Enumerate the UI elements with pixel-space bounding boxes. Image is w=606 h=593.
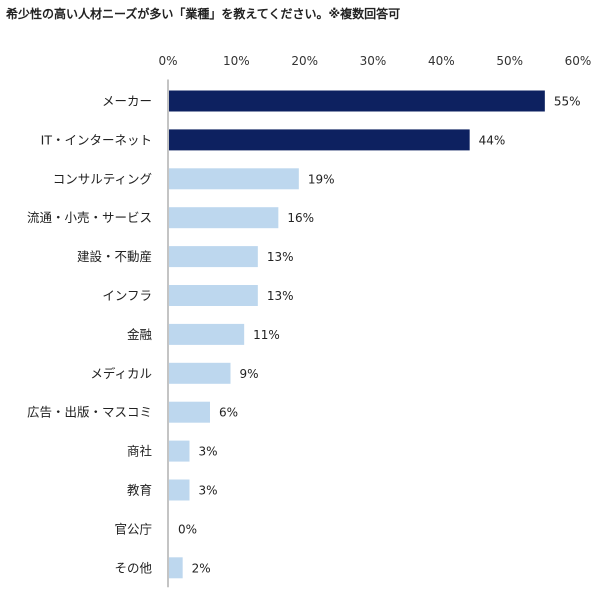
data-label: 19%	[308, 172, 335, 186]
data-label: 13%	[267, 289, 294, 303]
bar	[169, 168, 299, 190]
x-tick-label: 10%	[223, 54, 250, 68]
category-label: 商社	[127, 444, 152, 459]
data-label: 0%	[178, 522, 197, 536]
data-label: 3%	[199, 445, 218, 459]
bar	[169, 323, 245, 345]
x-tick-label: 0%	[158, 54, 177, 68]
x-axis-ticks: 0% 10% 20% 30% 40% 50% 60%	[158, 54, 591, 68]
category-label: メディカル	[90, 366, 152, 381]
data-label: 55%	[554, 95, 581, 109]
bar	[169, 401, 210, 423]
chart-title: 希少性の高い人材ニーズが多い「業種」を教えてください。※複数回答可	[6, 7, 401, 21]
bar	[169, 362, 231, 384]
x-tick-label: 30%	[360, 54, 387, 68]
category-label: インフラ	[102, 288, 152, 303]
category-label: 金融	[127, 327, 153, 342]
bar	[169, 285, 258, 306]
bar	[169, 557, 183, 579]
x-tick-label: 40%	[428, 54, 455, 68]
x-tick-label: 20%	[291, 54, 318, 68]
data-label: 16%	[287, 211, 314, 225]
bar	[169, 246, 258, 268]
x-tick-label: 60%	[565, 54, 592, 68]
bar	[169, 207, 279, 229]
data-label: 2%	[192, 561, 211, 575]
category-label: 建設・不動産	[77, 249, 152, 264]
category-label: 流通・小売・サービス	[27, 210, 152, 225]
data-label: 6%	[219, 406, 238, 420]
data-labels: 55% 44% 19% 16% 13% 13% 11% 9% 6% 3% 3% 0% 2%	[178, 95, 581, 576]
category-label: IT・インターネット	[41, 132, 152, 147]
data-label: 3%	[199, 484, 218, 498]
category-label: 教育	[127, 483, 152, 498]
category-label: 官公庁	[114, 521, 152, 536]
bar-series	[169, 90, 545, 579]
category-label: コンサルティング	[53, 171, 152, 186]
category-labels: メーカー IT・インターネットコンサルティング流通・小売・サービス建設・不動産イン…	[27, 94, 153, 576]
bar	[169, 479, 190, 501]
bar	[169, 440, 190, 462]
x-tick-label: 50%	[496, 54, 523, 68]
data-label: 13%	[267, 250, 294, 264]
data-label: 44%	[479, 133, 506, 147]
data-label: 11%	[253, 328, 280, 342]
bar	[169, 90, 545, 112]
data-label: 9%	[240, 367, 259, 381]
bar	[169, 129, 470, 151]
category-label: 広告・出版・マスコミ	[27, 405, 152, 420]
category-label: その他	[114, 560, 152, 575]
category-label: メーカー	[102, 94, 152, 109]
